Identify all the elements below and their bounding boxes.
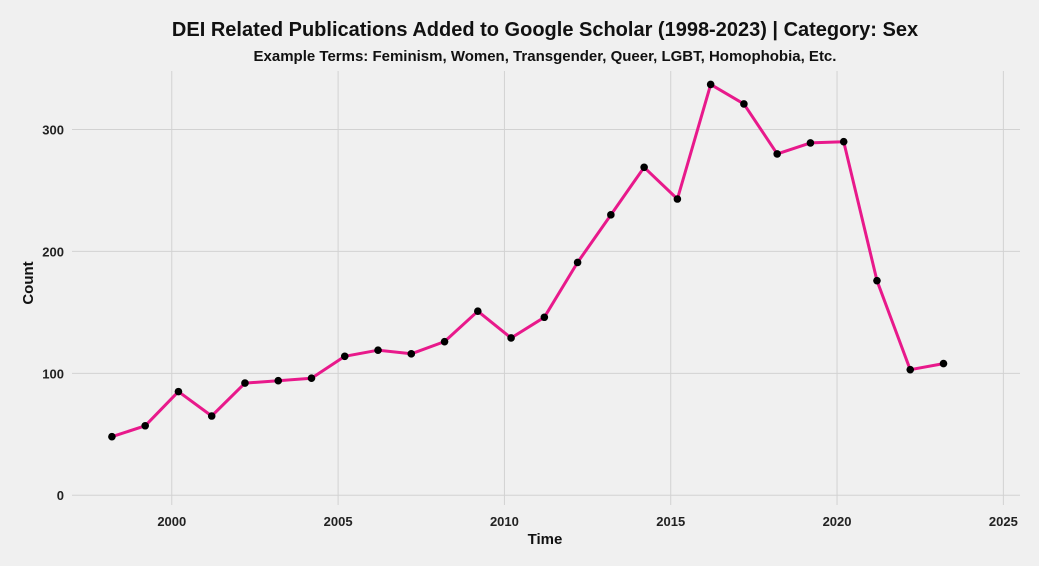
data-point bbox=[174, 387, 183, 396]
data-point bbox=[108, 432, 116, 441]
data-point bbox=[773, 150, 781, 158]
data-point bbox=[740, 100, 748, 108]
data-point bbox=[939, 359, 948, 368]
chart-title: DEI Related Publications Added to Google… bbox=[172, 19, 918, 41]
data-point bbox=[573, 258, 582, 267]
data-point bbox=[806, 139, 815, 147]
chart-subtitle: Example Terms: Feminism, Women, Transgen… bbox=[254, 48, 837, 65]
data-point bbox=[873, 276, 881, 285]
series-line-layer bbox=[111, 82, 944, 439]
axis-ticks: 2000 2005 2010 2015 2020 2025 0 100 200 300 bbox=[42, 123, 1018, 529]
data-point bbox=[207, 412, 216, 420]
data-point bbox=[141, 421, 149, 430]
data-point bbox=[706, 80, 715, 89]
data-point bbox=[507, 334, 515, 342]
y-tick-label: 0 bbox=[57, 488, 64, 503]
y-tick-label: 100 bbox=[42, 366, 64, 381]
data-points bbox=[108, 80, 948, 441]
y-axis-title: Count bbox=[20, 261, 37, 304]
data-point bbox=[540, 313, 549, 322]
data-point bbox=[673, 195, 682, 203]
data-point bbox=[839, 137, 848, 146]
data-point bbox=[374, 346, 382, 354]
x-tick-label: 2000 bbox=[157, 514, 186, 529]
data-point bbox=[241, 379, 249, 387]
grid bbox=[72, 71, 1020, 505]
series-line bbox=[111, 82, 944, 439]
y-tick-label: 200 bbox=[42, 244, 64, 259]
data-point bbox=[440, 337, 449, 346]
y-tick-label: 300 bbox=[42, 123, 64, 138]
data-point bbox=[906, 365, 915, 374]
data-point bbox=[407, 350, 416, 358]
data-point bbox=[307, 374, 316, 383]
x-tick-label: 2025 bbox=[989, 514, 1018, 529]
data-point bbox=[640, 163, 648, 172]
x-tick-label: 2015 bbox=[656, 514, 685, 529]
data-point bbox=[474, 307, 482, 315]
x-tick-label: 2020 bbox=[823, 514, 852, 529]
data-point bbox=[274, 376, 283, 385]
x-axis-title: Time bbox=[528, 531, 563, 548]
data-point bbox=[340, 352, 349, 361]
x-tick-label: 2010 bbox=[490, 514, 519, 529]
x-tick-label: 2005 bbox=[324, 514, 353, 529]
data-point bbox=[607, 211, 615, 219]
